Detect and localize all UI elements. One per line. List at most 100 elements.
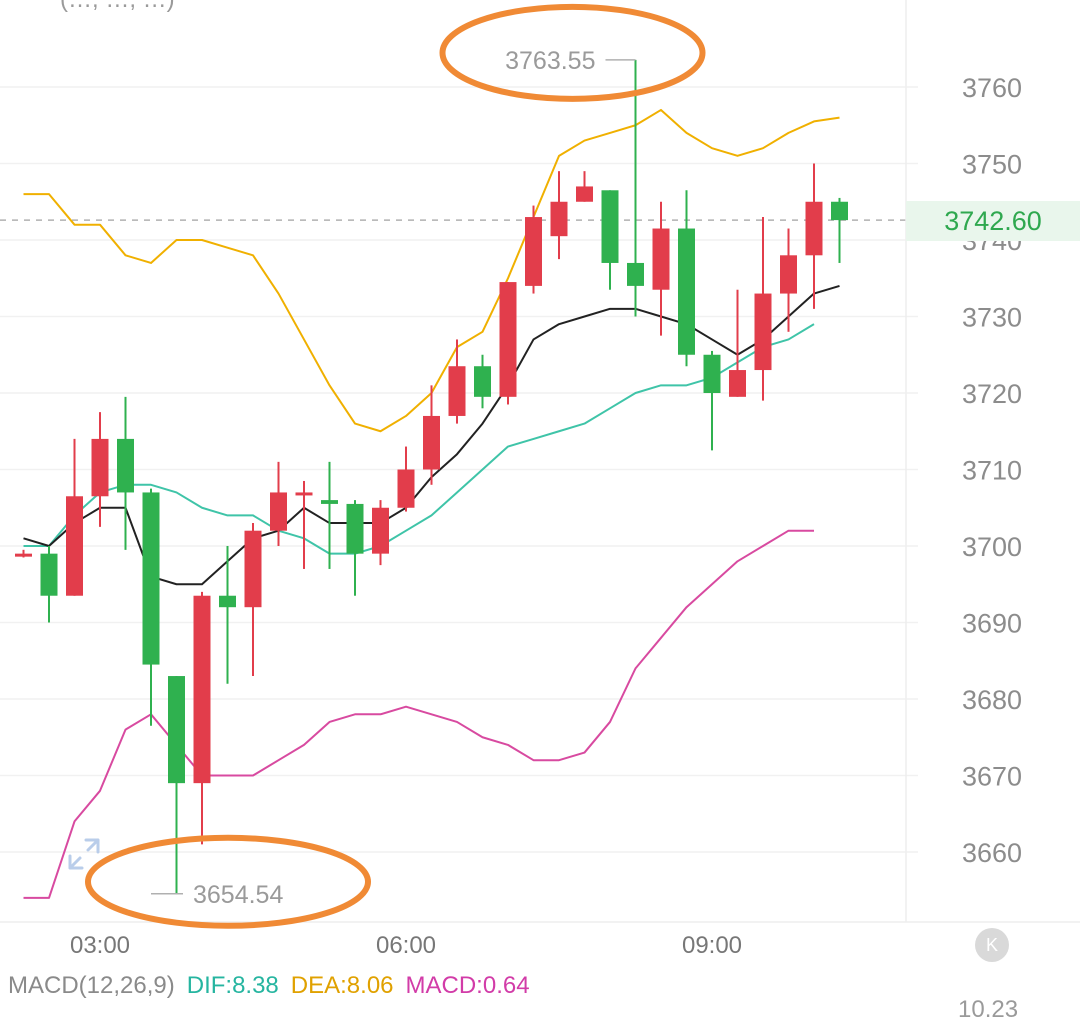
current-price-label: 3742.60 bbox=[906, 201, 1080, 241]
candle-body bbox=[142, 492, 160, 665]
candle-body bbox=[244, 530, 262, 608]
candle-body bbox=[193, 595, 211, 784]
candle-body bbox=[576, 186, 593, 202]
candle bbox=[219, 546, 236, 684]
ma-line bbox=[23, 323, 815, 555]
candle bbox=[499, 282, 517, 405]
expand-arrows-icon[interactable] bbox=[64, 834, 104, 874]
price-tick-label: 3750 bbox=[962, 150, 1022, 180]
candle bbox=[193, 591, 211, 845]
candle bbox=[295, 480, 313, 569]
price-tick-label: 3710 bbox=[962, 456, 1022, 486]
macd-dea-value: DEA:8.06 bbox=[290, 972, 394, 999]
candle bbox=[423, 385, 440, 485]
candle bbox=[576, 171, 593, 202]
candle bbox=[729, 289, 746, 397]
candle bbox=[448, 339, 466, 424]
time-tick-label: 03:00 bbox=[70, 932, 130, 959]
candle-body bbox=[448, 366, 466, 416]
candle-body bbox=[780, 255, 797, 294]
candle bbox=[754, 217, 772, 401]
macd-dif-value: DIF:8.38 bbox=[186, 972, 279, 999]
price-tick-label: 3730 bbox=[962, 303, 1022, 333]
candle-body bbox=[499, 282, 517, 397]
candle bbox=[550, 171, 568, 260]
price-tick-label: 3700 bbox=[962, 532, 1022, 562]
candle-body bbox=[346, 503, 364, 554]
candle bbox=[678, 190, 695, 367]
candle-body bbox=[831, 201, 848, 221]
candle bbox=[91, 412, 109, 527]
bottom-cut-label: 10.23 bbox=[958, 996, 1019, 1023]
price-tick-label: 3670 bbox=[962, 762, 1022, 792]
candle-group bbox=[15, 59, 848, 894]
candle bbox=[474, 354, 491, 409]
macd-hist-value: MACD:0.64 bbox=[405, 972, 530, 999]
candle bbox=[346, 500, 364, 596]
candle-body bbox=[117, 438, 134, 493]
macd-indicator-bar: MACD(12,26,9) DIF:8.38 DEA:8.06 MACD:0.6… bbox=[8, 966, 530, 1006]
candle-body bbox=[805, 201, 823, 256]
price-tick-label: 3690 bbox=[962, 609, 1022, 639]
candle bbox=[142, 488, 160, 726]
candle-body bbox=[525, 217, 542, 286]
price-tick-label: 3760 bbox=[962, 73, 1022, 103]
candle-body bbox=[397, 469, 415, 508]
candle-body bbox=[15, 553, 32, 557]
candle-body bbox=[550, 201, 568, 237]
candle-body bbox=[474, 366, 491, 397]
time-tick-label: 09:00 bbox=[682, 932, 742, 959]
header-cut-text: (…, …, …) bbox=[60, 0, 175, 14]
candle-body bbox=[66, 496, 83, 596]
low-value-label: 3654.54 bbox=[193, 881, 283, 909]
candle-body bbox=[91, 438, 109, 497]
candle-body bbox=[423, 415, 440, 470]
candle-body bbox=[372, 507, 389, 554]
candle bbox=[66, 438, 83, 596]
candle bbox=[15, 549, 32, 558]
candle-body bbox=[40, 553, 58, 596]
extreme-annotations: 3763.55 3654.54 bbox=[85, 3, 706, 929]
candle bbox=[627, 59, 644, 317]
candle bbox=[40, 546, 58, 623]
price-tick-label: 3680 bbox=[962, 685, 1022, 715]
candle bbox=[270, 461, 287, 546]
candle bbox=[831, 197, 848, 263]
candle bbox=[372, 500, 389, 566]
low-highlight-ring bbox=[85, 834, 371, 929]
candle-body bbox=[321, 500, 338, 504]
candle bbox=[805, 163, 823, 309]
candle bbox=[601, 190, 619, 290]
price-tick-label: 3720 bbox=[962, 379, 1022, 409]
candle bbox=[525, 205, 542, 294]
candle-body bbox=[601, 190, 619, 263]
k-reset-icon[interactable]: K bbox=[975, 928, 1009, 962]
lower-band-line bbox=[23, 529, 814, 899]
candle bbox=[321, 461, 338, 569]
macd-name: MACD(12,26,9) bbox=[8, 972, 175, 999]
price-tick-label: 3660 bbox=[962, 838, 1022, 868]
candle bbox=[168, 676, 185, 894]
candle-body bbox=[703, 354, 721, 393]
candle-body bbox=[219, 595, 236, 608]
candle-body bbox=[729, 370, 746, 397]
candle-body bbox=[754, 293, 772, 371]
candle bbox=[703, 350, 721, 451]
candle bbox=[652, 201, 670, 336]
price-axis-labels: 3660367036803690370037103720373037403750… bbox=[962, 73, 1022, 868]
high-value-label: 3763.55 bbox=[505, 47, 595, 75]
candle-body bbox=[295, 492, 313, 496]
time-axis-labels: 03:00 06:00 09:00 bbox=[70, 932, 742, 959]
candle-body bbox=[678, 228, 695, 355]
candle-body bbox=[652, 228, 670, 290]
candle bbox=[244, 523, 262, 677]
price-grid bbox=[0, 86, 918, 853]
candle bbox=[780, 228, 797, 332]
time-tick-label: 06:00 bbox=[376, 932, 436, 959]
candle bbox=[117, 396, 134, 550]
high-highlight-ring bbox=[439, 3, 706, 102]
candle-body bbox=[168, 676, 185, 784]
candle-body bbox=[627, 262, 644, 286]
candle-body bbox=[270, 492, 287, 531]
